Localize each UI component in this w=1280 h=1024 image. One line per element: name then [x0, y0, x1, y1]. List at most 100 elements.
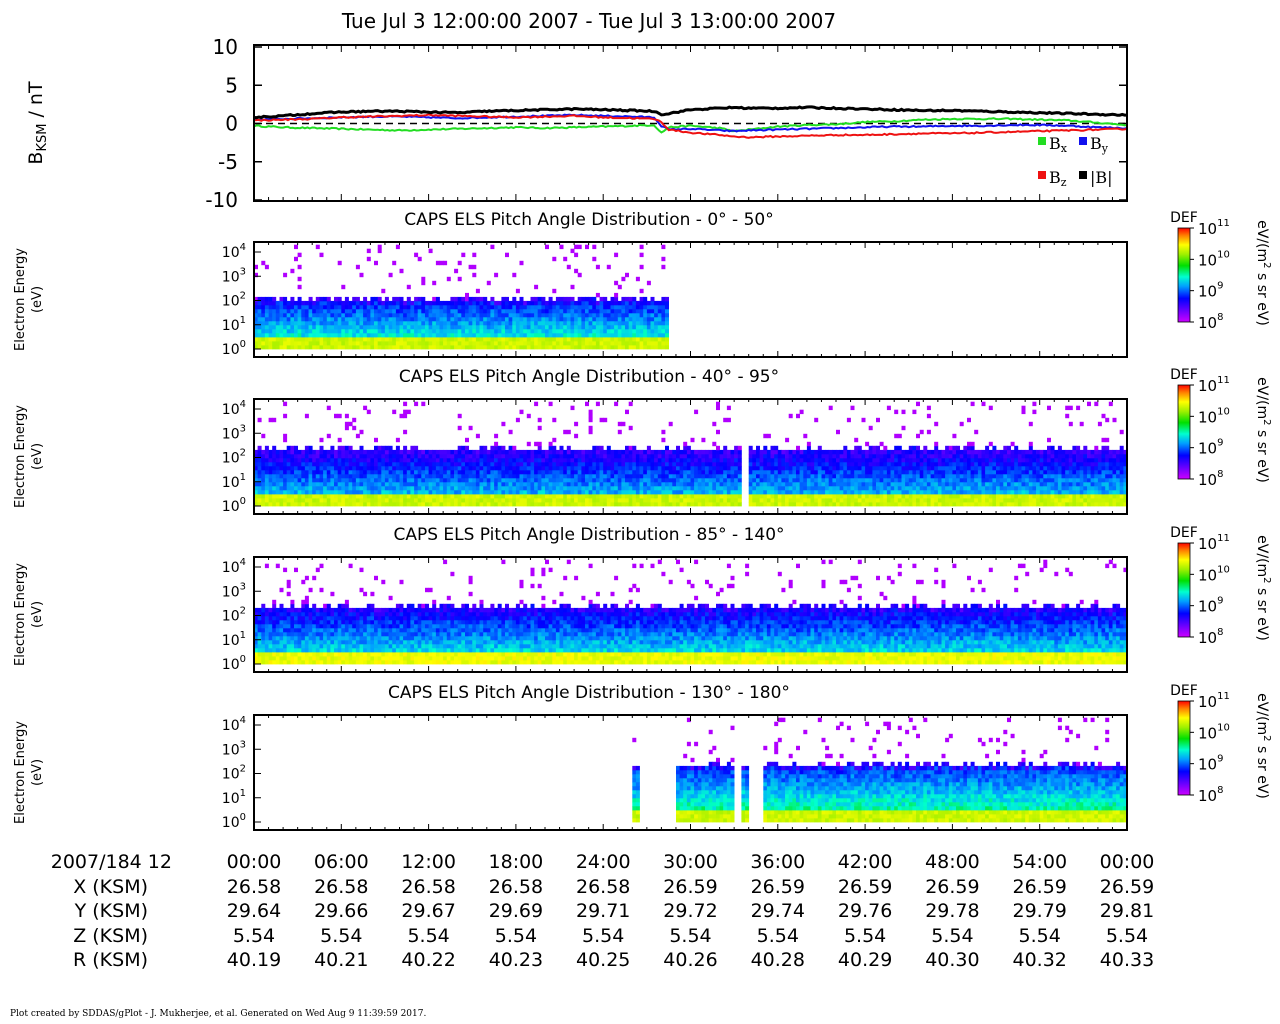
magnetometer-frame — [253, 44, 1128, 202]
ephemeris-row-label: R (KSM) — [73, 949, 148, 971]
ephemeris-cell: 29.79 — [1012, 900, 1066, 922]
ephemeris-cell: 40.32 — [1012, 949, 1066, 971]
ephemeris-cell: 06:00 — [314, 851, 369, 873]
colorbar-tick-label: 108 — [1198, 469, 1223, 489]
colorbar-label: DEF — [1170, 525, 1198, 541]
mag-ytick-label: -10 — [205, 188, 238, 212]
mag-ytick-label: 0 — [225, 112, 238, 136]
mag-ytick-label: -5 — [218, 150, 238, 174]
ephemeris-cell: 40.30 — [925, 949, 979, 971]
magnetometer-legend: Bx By Bz |B| — [1038, 134, 1113, 189]
spectrogram-ytick-label: 103 — [222, 581, 246, 600]
ephemeris-cell: 5.54 — [669, 925, 711, 947]
ephemeris-cell: 29.78 — [925, 900, 979, 922]
ephemeris-cell: 40.23 — [489, 949, 543, 971]
ephemeris-cell: 40.29 — [838, 949, 892, 971]
ephemeris-cell: 5.54 — [1019, 925, 1061, 947]
ephemeris-cell: 40.26 — [663, 949, 717, 971]
ephemeris-cell: 26.58 — [576, 876, 630, 898]
ephemeris-cell: 40.33 — [1100, 949, 1154, 971]
ephemeris-cell: 12:00 — [401, 851, 456, 873]
spectrogram-ytick-label: 100 — [222, 654, 246, 673]
colorbar-units: eV/(m2 s sr eV) — [1254, 377, 1272, 483]
spectrogram-ytick-label: 104 — [222, 399, 246, 418]
spectrogram-title: CAPS ELS Pitch Angle Distribution - 85° … — [393, 525, 784, 545]
ephemeris-cell: 29.76 — [838, 900, 892, 922]
ephemeris-cell: 26.58 — [227, 876, 281, 898]
colorbar-tick-label: 109 — [1198, 596, 1223, 616]
ephemeris-row-label: X (KSM) — [73, 876, 148, 898]
spectrogram-ytick-label: 102 — [222, 606, 246, 625]
ephemeris-cell: 40.25 — [576, 949, 630, 971]
spectrogram-cells — [254, 559, 1128, 665]
colorbar-label: DEF — [1170, 210, 1198, 226]
ephemeris-cell: 29.74 — [751, 900, 805, 922]
ephemeris-cell: 5.54 — [233, 925, 275, 947]
spectrogram-cells — [254, 244, 669, 350]
legend-bx: Bx — [1049, 134, 1068, 155]
spectrogram-y-axis-label: Electron Energy (eV) — [13, 721, 45, 824]
spectrogram-title: CAPS ELS Pitch Angle Distribution - 130°… — [388, 683, 790, 703]
ephemeris-row-label: Z (KSM) — [73, 925, 148, 947]
ephemeris-cell: 26.59 — [751, 876, 805, 898]
colorbar-tick-label: 1010 — [1198, 722, 1230, 742]
colorbar-label: DEF — [1170, 367, 1198, 383]
series-line-bz — [253, 113, 1128, 139]
footer-credit: Plot created by SDDAS/gPlot - J. Mukherj… — [10, 1009, 426, 1019]
spectrogram-panel-4: CAPS ELS Pitch Angle Distribution - 130°… — [13, 683, 1272, 831]
colorbar-tick-label: 108 — [1198, 312, 1223, 332]
spectrogram-panel-2: CAPS ELS Pitch Angle Distribution - 40° … — [13, 367, 1272, 515]
ephemeris-cell: 5.54 — [320, 925, 362, 947]
series-line-magbmag — [253, 105, 1127, 120]
ephemeris-cell: 26.59 — [925, 876, 979, 898]
ephemeris-cell: 40.19 — [227, 949, 281, 971]
mag-ytick-label: 5 — [225, 73, 238, 97]
colorbar-gradient — [1177, 227, 1191, 323]
ephemeris-cell: 29.69 — [489, 900, 543, 922]
colorbar-units: eV/(m2 s sr eV) — [1254, 535, 1272, 641]
plot-title: Tue Jul 3 12:00:00 2007 - Tue Jul 3 13:0… — [341, 9, 836, 33]
spectrogram-ytick-label: 101 — [222, 788, 246, 807]
spectrogram-y-axis-label: Electron Energy (eV) — [13, 563, 45, 666]
ephemeris-row-label: Y (KSM) — [74, 900, 148, 922]
spectrogram-cells — [254, 401, 1128, 507]
series-line-bx — [253, 117, 1128, 134]
ephemeris-cell: 40.22 — [401, 949, 455, 971]
ephemeris-cell: 5.54 — [757, 925, 799, 947]
colorbar-units: eV/(m2 s sr eV) — [1254, 220, 1272, 326]
ephemeris-cell: 29.64 — [227, 900, 281, 922]
ephemeris-cell: 29.81 — [1100, 900, 1154, 922]
colorbar-tick-label: 108 — [1198, 627, 1223, 647]
ephemeris-cell: 5.54 — [931, 925, 973, 947]
magnetometer-panel: 10 5 0 -5 -10 BKSM / nT Bx By Bz |B| — [25, 35, 1128, 212]
legend-by: By — [1090, 134, 1109, 155]
colorbar-tick-label: 108 — [1198, 785, 1223, 805]
magnetometer-y-axis-label: BKSM / nT — [25, 81, 50, 165]
spectrogram-ytick-label: 104 — [222, 242, 246, 261]
spectrogram-ytick-label: 101 — [222, 472, 246, 491]
mag-ytick-label: 10 — [213, 35, 238, 59]
spectrogram-ytick-label: 102 — [222, 448, 246, 467]
ephemeris-cell: 26.58 — [401, 876, 455, 898]
ephemeris-cell: 42:00 — [838, 851, 893, 873]
colorbar-tick-label: 109 — [1198, 754, 1223, 774]
spectrogram-ytick-label: 102 — [222, 291, 246, 310]
spectrogram-ytick-label: 103 — [222, 423, 246, 442]
spectrogram-ytick-label: 103 — [222, 266, 246, 285]
ephemeris-cell: 5.54 — [495, 925, 537, 947]
ephemeris-cell: 40.28 — [751, 949, 805, 971]
spectrogram-ytick-label: 100 — [222, 496, 246, 515]
ephemeris-cell: 26.59 — [1012, 876, 1066, 898]
colorbar-tick-label: 1010 — [1198, 406, 1230, 426]
ephemeris-cell: 26.59 — [1100, 876, 1154, 898]
spectrogram-ytick-label: 103 — [222, 739, 246, 758]
spectrogram-cells — [632, 717, 1128, 823]
colorbar-gradient — [1177, 700, 1191, 796]
colorbar-tick-label: 1011 — [1198, 691, 1230, 711]
colorbar-tick-label: 109 — [1198, 281, 1223, 301]
ephemeris-cell: 29.67 — [401, 900, 455, 922]
ephemeris-cell: 18:00 — [489, 851, 544, 873]
colorbar-tick-label: 1011 — [1198, 375, 1230, 395]
